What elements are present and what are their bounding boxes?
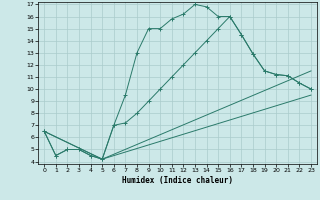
- X-axis label: Humidex (Indice chaleur): Humidex (Indice chaleur): [122, 176, 233, 185]
